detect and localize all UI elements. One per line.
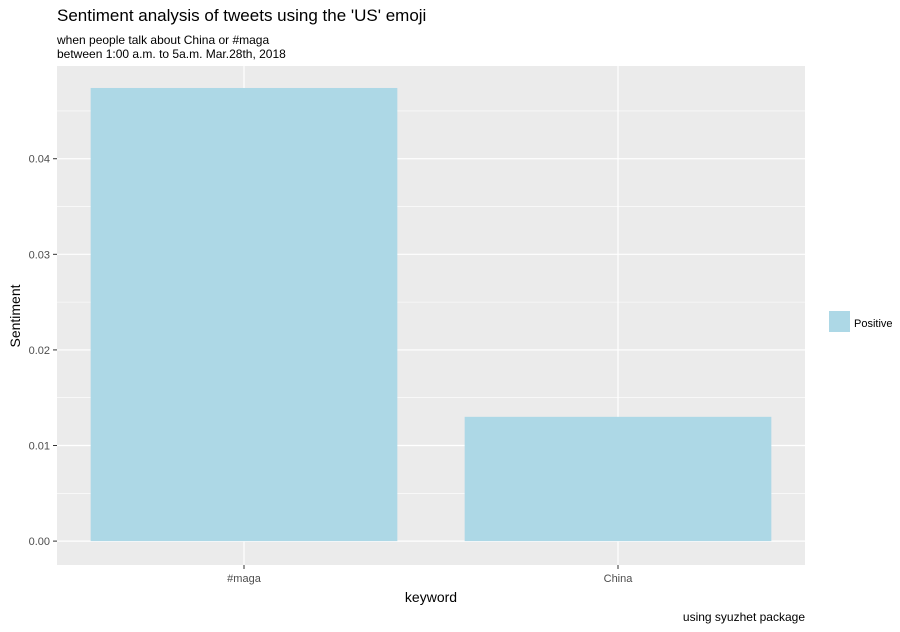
chart-title: Sentiment analysis of tweets using the '…	[57, 6, 427, 25]
legend-label-positive: Positive	[854, 318, 893, 330]
x-tick-label: #maga	[227, 573, 262, 585]
bar-maga	[90, 87, 398, 542]
y-tick-label: 0.03	[29, 249, 50, 261]
legend-key-positive	[829, 311, 850, 332]
x-axis-title: keyword	[405, 589, 457, 605]
y-tick-label: 0.00	[29, 536, 50, 548]
y-axis-title: Sentiment	[7, 284, 23, 347]
bar-china	[464, 416, 772, 542]
y-tick-label: 0.01	[29, 441, 50, 453]
subtitle-line-2: between 1:00 a.m. to 5a.m. Mar.28th, 201…	[57, 47, 286, 61]
y-tick-label: 0.04	[29, 154, 50, 166]
y-tick-label: 0.02	[29, 345, 50, 357]
bars	[90, 87, 772, 542]
legend: Positive	[829, 311, 893, 332]
chart-caption: using syuzhet package	[682, 610, 805, 624]
chart-subtitle: when people talk about China or #maga be…	[57, 33, 286, 61]
axes: 0.00 0.01 0.02 0.03 0.04 #maga China	[29, 154, 634, 585]
x-tick-label: China	[604, 573, 634, 585]
subtitle-line-1: when people talk about China or #maga	[57, 33, 270, 47]
